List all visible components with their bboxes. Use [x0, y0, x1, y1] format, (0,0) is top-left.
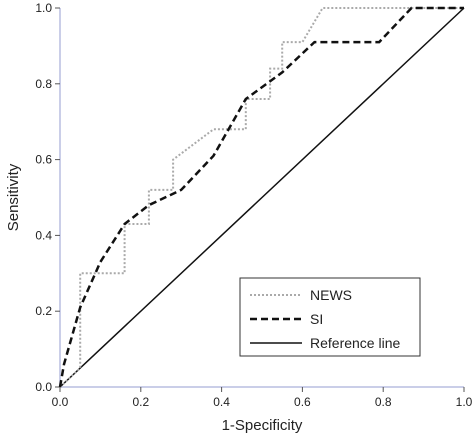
y-tick-label: 1.0 [35, 1, 52, 15]
series-line-reference-line [59, 7, 465, 388]
ticks: 0.0 0.2 0.4 0.6 0.8 1.0 0.0 0.2 0.4 0.6 0.8 1.0 [35, 1, 472, 409]
x-axis-label: 1-Specificity [222, 417, 303, 434]
x-tick-label: 0.2 [132, 395, 149, 409]
x-tick-label: 0.4 [213, 395, 230, 409]
y-tick-label: 0.2 [35, 304, 52, 318]
legend-label: Reference line [310, 335, 400, 351]
y-axis-label: Sensitivity [5, 163, 22, 231]
y-tick-label: 0.8 [35, 77, 52, 91]
y-tick-label: 0.0 [35, 380, 52, 394]
x-tick-label: 0.6 [294, 395, 311, 409]
legend-label: NEWS [310, 287, 352, 303]
series [58, 6, 465, 388]
x-tick-label: 1.0 [456, 395, 473, 409]
y-tick-label: 0.6 [35, 153, 52, 167]
x-tick-label: 0.8 [375, 395, 392, 409]
x-tick-label: 0.0 [52, 395, 69, 409]
legend: NEWS SI Reference line [239, 277, 421, 357]
legend-label: SI [310, 311, 323, 327]
series-line-si [58, 6, 464, 388]
y-tick-label: 0.4 [35, 228, 52, 242]
axes [59, 8, 464, 388]
